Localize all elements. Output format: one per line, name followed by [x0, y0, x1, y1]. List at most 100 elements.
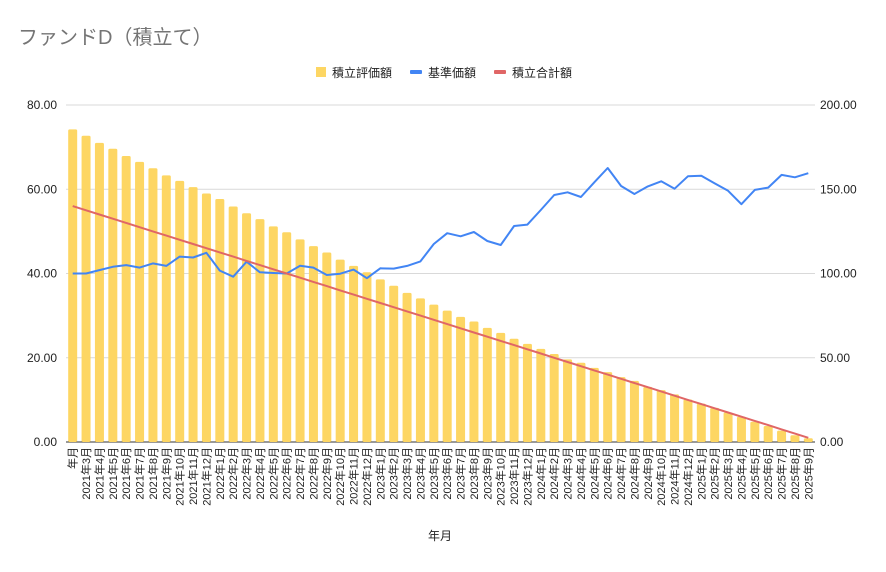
x-tick-label: 2022年7月 — [293, 447, 307, 500]
x-tick-label: 2024年5月 — [587, 447, 601, 500]
bar — [790, 435, 800, 442]
x-tick-label: 2022年1月 — [213, 447, 227, 500]
x-tick-label: 2022年11月 — [347, 447, 361, 505]
bar — [175, 180, 185, 442]
bar — [736, 416, 746, 442]
x-tick-label: 2023年3月 — [400, 447, 414, 500]
bar-series — [68, 129, 813, 442]
x-axis-title: 年月 — [428, 529, 452, 543]
bar — [696, 403, 706, 442]
bar — [161, 175, 171, 442]
x-tick-label: 2024年1月 — [534, 447, 548, 500]
bar — [563, 359, 573, 442]
bar — [135, 161, 145, 442]
x-axis: 年月 2021年3月 2021年4月 2021年5月 2021年6月 2021年7月 202… — [66, 447, 816, 506]
bar — [643, 386, 653, 442]
y-tick-label: 0.00 — [34, 435, 58, 449]
x-tick-label: 2023年10月 — [494, 447, 508, 506]
x-tick-label: 2025年6月 — [761, 447, 775, 500]
bar — [803, 438, 813, 442]
y-tick-label: 60.00 — [27, 182, 57, 196]
bar — [603, 372, 613, 442]
bar — [402, 292, 412, 442]
bar — [242, 213, 252, 442]
x-tick-label: 2022年5月 — [266, 447, 280, 500]
bar — [723, 412, 733, 442]
bar — [777, 430, 787, 442]
x-tick-label: 2023年7月 — [454, 447, 468, 500]
legend-label: 積立合計額 — [512, 65, 572, 80]
x-tick-label: 2024年3月 — [561, 447, 575, 500]
x-tick-label: 2025年5月 — [748, 447, 762, 500]
bar — [108, 148, 118, 442]
x-tick-label: 2021年6月 — [119, 447, 133, 500]
x-tick-label: 2023年8月 — [467, 447, 481, 500]
x-tick-label: 2024年7月 — [614, 447, 628, 500]
bar — [349, 265, 359, 442]
y2-tick-label: 100.00 — [820, 267, 857, 281]
legend-swatch — [316, 67, 326, 77]
bar — [295, 239, 305, 442]
x-tick-label: 2022年6月 — [280, 447, 294, 500]
x-tick-label: 2021年8月 — [146, 447, 160, 500]
x-tick-label: 2021年9月 — [159, 447, 173, 500]
bar — [362, 272, 372, 442]
bar — [750, 421, 760, 442]
bar — [442, 310, 452, 442]
x-tick-label: 2021年11月 — [186, 447, 200, 505]
x-tick-label: 2024年2月 — [547, 447, 561, 500]
x-tick-label: 2021年7月 — [133, 447, 147, 500]
bar — [763, 425, 773, 442]
bar — [710, 407, 720, 442]
x-tick-label: 2024年12月 — [681, 447, 695, 506]
bar — [68, 129, 78, 442]
x-tick-label: 2024年11月 — [668, 447, 682, 505]
bar — [282, 232, 292, 442]
x-tick-label: 2021年12月 — [199, 447, 213, 506]
y-tick-label: 40.00 — [27, 267, 57, 281]
line-1 — [72, 167, 809, 280]
x-tick-label: 2024年6月 — [601, 447, 615, 500]
x-tick-label: 2023年1月 — [373, 447, 387, 500]
legend-label: 積立評価額 — [332, 65, 392, 80]
x-tick-label: 2025年9月 — [801, 447, 815, 500]
bar — [429, 304, 439, 442]
bar — [629, 380, 639, 442]
legend-label: 基準価額 — [428, 65, 476, 80]
y2-tick-label: 200.00 — [820, 98, 857, 112]
x-tick-label: 2024年4月 — [574, 447, 588, 500]
bar — [81, 135, 91, 442]
legend-swatch — [494, 70, 506, 74]
x-tick-label: 2022年10月 — [333, 447, 347, 506]
x-tick-label: 2024年10月 — [654, 447, 668, 506]
x-tick-label: 2023年9月 — [480, 447, 494, 500]
x-tick-label: 2022年8月 — [306, 447, 320, 500]
right-axis: 0.00 50.00 100.00 150.00 200.00 — [820, 98, 857, 449]
x-tick-label: 2022年9月 — [320, 447, 334, 500]
bar — [94, 142, 104, 442]
bar — [549, 353, 559, 442]
bar — [201, 193, 211, 442]
bar — [482, 327, 492, 442]
bar — [375, 279, 385, 442]
bar — [148, 168, 158, 442]
bar — [389, 285, 399, 442]
x-tick-label: 2024年8月 — [627, 447, 641, 500]
bar — [335, 259, 345, 442]
bar — [456, 316, 466, 442]
y2-tick-label: 150.00 — [820, 182, 857, 196]
bar — [188, 187, 198, 442]
line-2 — [72, 205, 809, 439]
bar — [670, 394, 680, 442]
x-tick-label: 2025年4月 — [734, 447, 748, 500]
bar — [656, 390, 666, 442]
x-tick-label: 2022年2月 — [226, 447, 240, 500]
x-tick-label: 2021年10月 — [173, 447, 187, 506]
x-tick-label: 2022年4月 — [253, 447, 267, 500]
x-tick-label: 2023年6月 — [440, 447, 454, 500]
bar — [121, 155, 131, 442]
y2-tick-label: 50.00 — [820, 351, 850, 365]
x-tick-label: 2023年5月 — [427, 447, 441, 500]
bar — [415, 298, 425, 442]
x-tick-label: 2021年4月 — [92, 447, 106, 500]
